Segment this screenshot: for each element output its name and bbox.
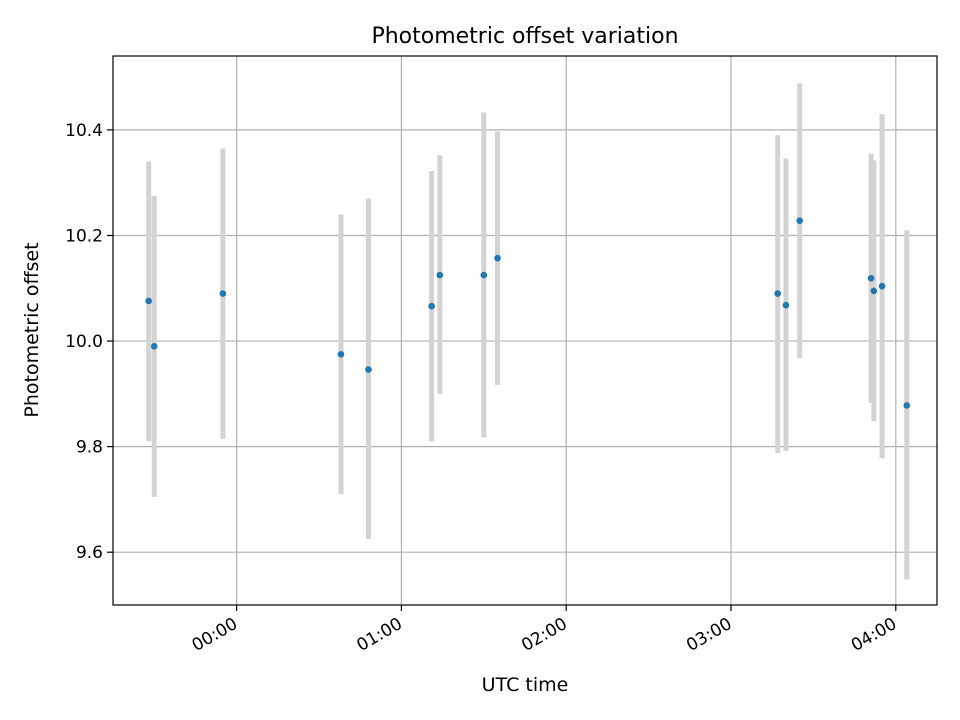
x-tick-label: 00:00 xyxy=(189,614,241,656)
data-point xyxy=(878,282,886,290)
data-point xyxy=(494,254,501,262)
y-tick-label: 9.6 xyxy=(76,543,103,563)
data-point xyxy=(903,402,911,409)
data-point xyxy=(365,366,372,373)
data-point xyxy=(145,297,153,305)
x-axis-label: UTC time xyxy=(482,674,569,696)
x-tick-label: 04:00 xyxy=(848,614,900,656)
data-point xyxy=(337,350,345,358)
data-point xyxy=(782,301,790,309)
data-point xyxy=(219,290,227,297)
data-point xyxy=(428,302,435,310)
data-point xyxy=(480,271,488,279)
y-tick-label: 9.8 xyxy=(76,438,103,458)
x-tick-label: 03:00 xyxy=(683,614,735,656)
data-point xyxy=(796,217,803,224)
chart-title: Photometric offset variation xyxy=(371,24,678,49)
data-point xyxy=(436,271,444,279)
y-tick-label: 10.2 xyxy=(65,226,103,246)
y-tick-label: 10.4 xyxy=(65,121,103,141)
data-point xyxy=(150,343,158,350)
x-tick-label: 02:00 xyxy=(518,614,570,656)
y-tick-label: 10.0 xyxy=(65,332,103,352)
data-point xyxy=(870,287,878,295)
x-tick-label: 01:00 xyxy=(353,614,405,656)
data-points xyxy=(145,217,911,409)
data-point xyxy=(867,274,875,282)
grid-lines xyxy=(113,56,937,605)
plot-area-frame xyxy=(112,55,938,606)
data-point xyxy=(774,290,781,297)
error-bars xyxy=(146,83,910,580)
y-axis-label: Photometric offset xyxy=(21,242,43,417)
